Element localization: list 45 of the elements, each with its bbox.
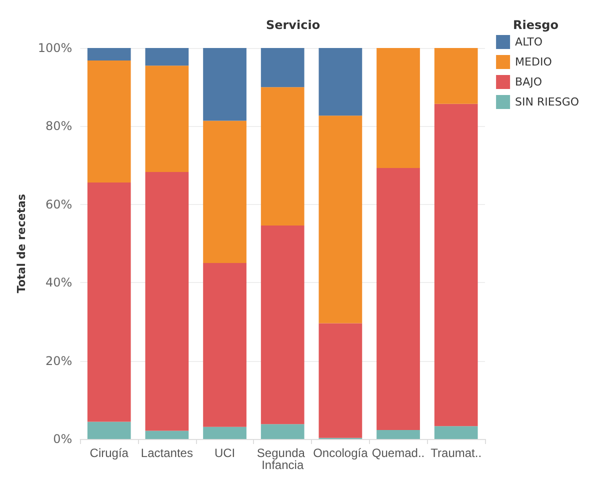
- bar: [87, 48, 131, 61]
- x-tick-label: UCI: [214, 446, 236, 460]
- bar: [434, 104, 478, 426]
- bar: [260, 226, 304, 424]
- x-tick-label: Lactantes: [140, 446, 193, 460]
- bar: [203, 48, 246, 121]
- legend-label: MEDIO: [515, 56, 552, 68]
- y-tick-label: 20%: [46, 354, 72, 368]
- x-tick-label: Traumat..: [430, 446, 482, 460]
- bar: [87, 182, 131, 422]
- bar: [145, 66, 189, 172]
- bar: [434, 426, 478, 439]
- legend-label: SIN RIESGO: [515, 96, 580, 108]
- legend-label: BAJO: [515, 76, 542, 88]
- bar: [203, 120, 246, 264]
- bar: [318, 48, 362, 116]
- y-tick-label: 80%: [46, 119, 72, 134]
- y-axis-title: Total de recetas: [15, 193, 28, 294]
- y-tick-label: 60%: [46, 197, 72, 212]
- legend-label: ALTO: [515, 36, 543, 48]
- bar: [260, 87, 304, 226]
- chart-title: Servicio: [266, 18, 320, 32]
- bar: [145, 172, 189, 431]
- legend-title: Riesgo: [513, 18, 558, 32]
- bar: [203, 426, 246, 439]
- bar: [203, 263, 246, 427]
- bar: [376, 168, 420, 430]
- bar: [376, 48, 420, 168]
- x-tick-label: Oncología: [313, 446, 368, 460]
- bar: [434, 48, 478, 104]
- bar: [260, 424, 304, 439]
- y-tick-label: 0%: [53, 432, 72, 446]
- bar: [260, 48, 304, 88]
- bar: [87, 422, 131, 439]
- bar: [318, 116, 362, 324]
- y-tick-label: 40%: [46, 276, 72, 290]
- x-tick-label: Cirugía: [90, 446, 129, 460]
- bar: [145, 430, 189, 439]
- bar: [318, 323, 362, 438]
- x-tick-label: Quemad..: [372, 446, 425, 460]
- y-tick-label: 100%: [38, 41, 72, 55]
- bar: [376, 430, 420, 439]
- x-tick-label: Segunda Infancia: [256, 446, 308, 472]
- bar: [145, 48, 189, 66]
- bar: [87, 60, 131, 183]
